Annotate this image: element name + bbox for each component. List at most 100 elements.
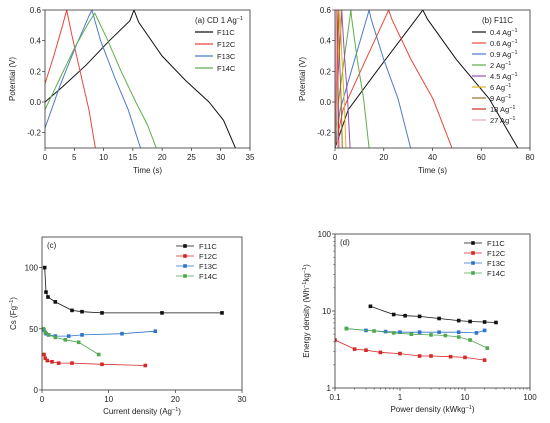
y-tick-label: 10 [322, 307, 331, 316]
x-tick-label: 0.1 [329, 393, 341, 402]
data-point-F13C [66, 334, 71, 338]
x-tick-label: 30 [238, 395, 247, 404]
x-tick-label: 60 [477, 153, 486, 162]
data-point-F11C [70, 308, 74, 313]
x-tick-label: 40 [428, 153, 437, 162]
legend-swatch-marker [183, 244, 187, 248]
legend-label-F14C: F14C [487, 269, 506, 278]
axes-frame [41, 236, 243, 391]
data-point-F13C [474, 331, 479, 335]
plot-area-d [335, 304, 498, 362]
legend-label-F13C: F13C [487, 259, 506, 268]
legend-label-F11C: F11C [217, 28, 235, 37]
data-point-F14C [76, 340, 81, 345]
x-tick-label: 20 [171, 395, 180, 404]
legend-label: 4.5 Ag−1 [490, 72, 518, 81]
data-point-F12C [70, 361, 74, 365]
x-tick-label: 10 [461, 393, 470, 402]
plot-area-b [335, 10, 519, 148]
data-point-F12C [448, 354, 453, 359]
x-tick-label: 20 [379, 153, 388, 162]
y-tick-label: 0.0 [320, 98, 332, 107]
data-point-F14C [63, 338, 68, 342]
data-point-F12C [42, 352, 46, 357]
data-point-F14C [96, 352, 101, 357]
y-tick-label: 0.6 [320, 6, 332, 15]
data-point-F11C [46, 295, 50, 299]
x-tick-label: 25 [187, 153, 196, 162]
series-line [335, 10, 519, 148]
data-point-F11C [494, 320, 498, 325]
y-tick-label: 100 [318, 230, 332, 239]
legend-label: 2 Ag−1 [490, 61, 511, 70]
legend-label: 6 Ag−1 [490, 83, 511, 92]
data-point-F13C [456, 330, 461, 334]
legend-label: 18 Ag−1 [490, 105, 515, 114]
data-point-F11C [220, 311, 224, 315]
y-tick-label: 0.4 [320, 37, 332, 46]
data-point-F11C [368, 304, 373, 309]
data-point-F14C [485, 346, 490, 350]
legend-label: 9 Ag−1 [490, 94, 511, 103]
panel-title-a: (a) CD 1 Ag−1 [195, 16, 243, 25]
x-tick-label: 80 [526, 153, 535, 162]
x-tick-label: 10 [99, 153, 108, 162]
panel-1: 0 20 40 60 80 -0.2 0.0 0.2 0.4 0.6 Time (s) Potenti… [298, 6, 535, 175]
x-tick-label: 100 [523, 393, 537, 402]
y-tick-label: 0.0 [30, 98, 42, 107]
legend-label: 27 Ag−1 [490, 116, 515, 125]
data-point-F11C [391, 312, 396, 317]
data-point-F13C [383, 329, 388, 334]
data-point-F12C [100, 362, 104, 367]
data-point-F14C [43, 330, 48, 335]
legend-label: 0.9 Ag−1 [490, 50, 518, 59]
series-line-F14C [45, 12, 157, 148]
y-tick-label: 0 [34, 386, 39, 395]
y-tick-label: -0.2 [27, 129, 41, 138]
series-line-F11C [44, 267, 222, 314]
data-point-F11C [456, 318, 461, 323]
data-point-F11C [160, 311, 164, 315]
data-point-F11C [44, 290, 48, 294]
data-point-F12C [482, 358, 487, 362]
legend-swatch-marker [183, 264, 187, 268]
data-point-F14C [456, 335, 461, 339]
legend-label-F11C: F11C [199, 242, 217, 251]
legend-swatch-marker [471, 241, 475, 245]
plot-area-a [45, 10, 236, 148]
data-point-F11C [80, 309, 84, 314]
x-tick-label: 10 [104, 395, 113, 404]
legend-label-F13C: F13C [199, 262, 218, 271]
data-point-F11C [100, 311, 104, 315]
series-line-F14C [42, 328, 99, 355]
data-point-F12C [45, 358, 50, 363]
plot-area-c [42, 265, 224, 368]
x-tick-label: 0 [333, 153, 338, 162]
data-point-F12C [364, 348, 368, 352]
legend-label-F13C: F13C [217, 52, 236, 61]
data-point-F13C [80, 333, 84, 337]
data-point-F12C [417, 354, 422, 358]
series-line [335, 10, 453, 148]
panel-title-b: (b) F11C [482, 16, 513, 25]
panel-title: (c) [47, 241, 57, 250]
legend-label-F12C: F12C [217, 40, 236, 49]
data-point-F14C [391, 331, 396, 335]
legend-swatch-marker [471, 261, 475, 265]
series-line-F11C [370, 305, 497, 323]
y-tick-label: 1 [327, 384, 332, 393]
x-tick-label: 15 [128, 153, 137, 162]
data-point-F14C [372, 329, 376, 333]
y-tick-label: 0.2 [30, 67, 42, 76]
data-point-F12C [143, 363, 148, 368]
x-tick-label: 0 [40, 395, 45, 404]
legend-label-F14C: F14C [217, 64, 236, 73]
data-point-F13C [120, 331, 124, 336]
legend-label-F11C: F11C [487, 239, 505, 248]
data-point-F12C [398, 351, 402, 356]
data-point-F14C [468, 338, 472, 342]
x-axis-label: Current density (Ag−1) [103, 407, 181, 416]
y-tick-label: 0.4 [30, 37, 42, 46]
panel-2: 0 10 20 30 0 50 100 Current density (Ag−1) Cs (F… [9, 236, 247, 416]
